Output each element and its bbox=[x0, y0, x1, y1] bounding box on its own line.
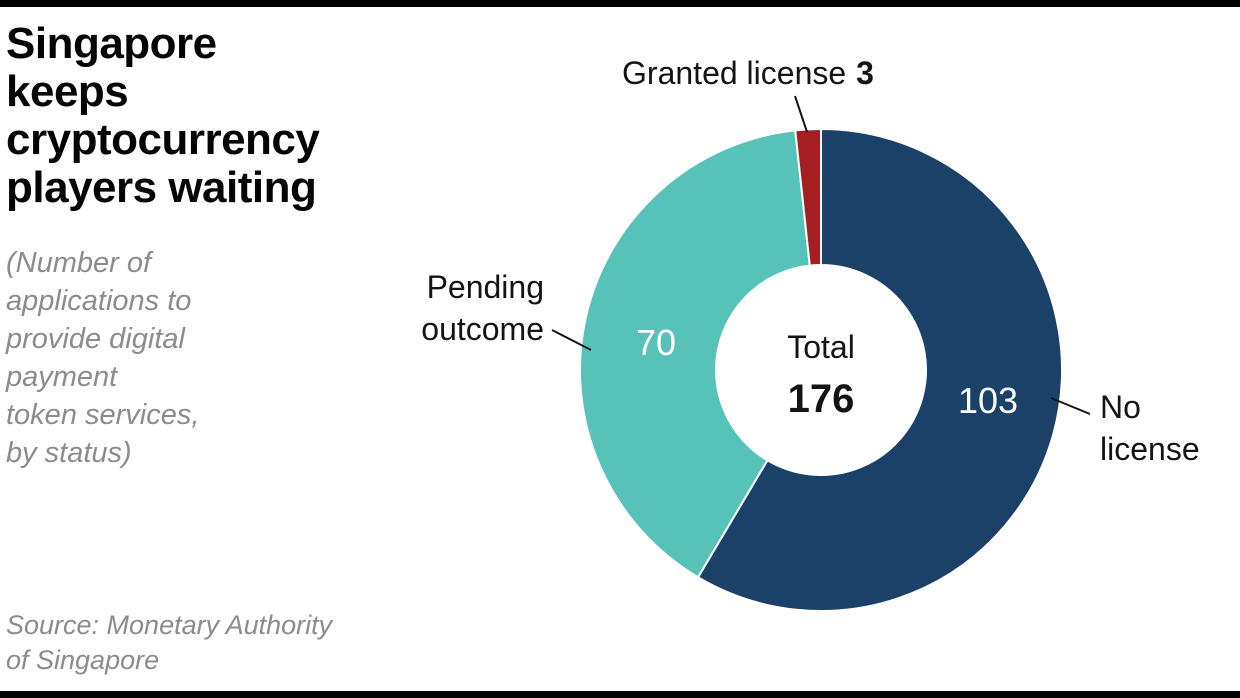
chart-header: Singapore keeps cryptocurrency players w… bbox=[6, 20, 336, 472]
label-granted-license: Granted license 3 bbox=[622, 55, 874, 91]
chart-title: Singapore keeps cryptocurrency players w… bbox=[6, 20, 336, 212]
pie-segment-pending-outcome bbox=[579, 129, 811, 579]
leader-line-no-license bbox=[1050, 397, 1091, 415]
title-line: cryptocurrency bbox=[6, 115, 320, 164]
label-pending-line2: outcome bbox=[421, 311, 544, 347]
center-total-label: Total bbox=[787, 329, 855, 365]
leader-line-pending-outcome bbox=[551, 329, 592, 351]
subtitle-line: (Number of bbox=[6, 247, 152, 279]
source-note: Source: Monetary Authority of Singapore bbox=[6, 608, 332, 678]
subtitle-line: token services, bbox=[6, 399, 200, 431]
bottom-rule bbox=[0, 691, 1240, 698]
value-no-license: 103 bbox=[958, 380, 1018, 421]
donut-segments bbox=[579, 127, 1063, 612]
top-rule bbox=[0, 0, 1240, 7]
leader-line-granted-license bbox=[794, 95, 808, 133]
granted-license-value: 3 bbox=[856, 55, 874, 91]
title-line: Singapore keeps bbox=[6, 19, 217, 116]
title-line: players waiting bbox=[6, 163, 317, 212]
label-pending-line1: Pending bbox=[427, 269, 544, 305]
pie-segment-granted-license bbox=[794, 127, 822, 267]
label-no-license-line2: license bbox=[1100, 431, 1200, 467]
subtitle-line: applications to bbox=[6, 285, 192, 317]
pie-segment-no-license bbox=[696, 127, 1063, 612]
granted-license-text: Granted license bbox=[622, 55, 846, 91]
chart-subtitle: (Number of applications to provide digit… bbox=[6, 244, 336, 472]
subtitle-line: by status) bbox=[6, 437, 132, 469]
source-line: of Singapore bbox=[6, 645, 160, 675]
value-pending-outcome: 70 bbox=[636, 322, 676, 363]
subtitle-line: provide digital bbox=[6, 323, 185, 355]
subtitle-line: payment bbox=[6, 361, 118, 393]
label-no-license-line1: No bbox=[1100, 389, 1141, 425]
source-line: Source: Monetary Authority bbox=[6, 610, 333, 640]
center-total-value: 176 bbox=[788, 377, 855, 421]
